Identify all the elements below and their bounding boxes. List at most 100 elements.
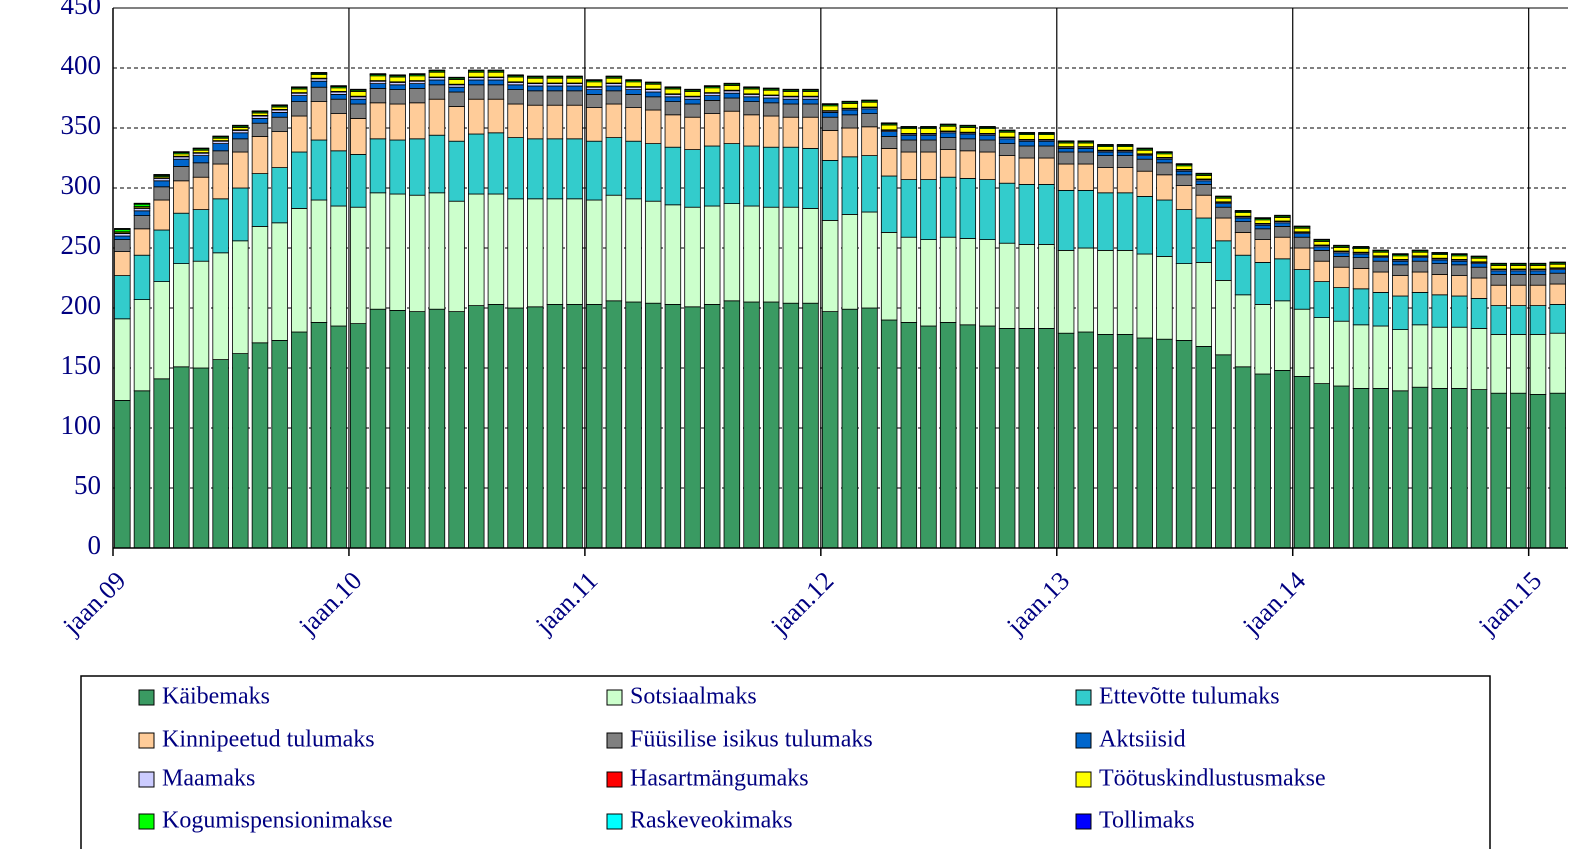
bar-segment	[684, 103, 701, 118]
bar-segment	[1116, 155, 1134, 169]
bar-segment	[782, 116, 800, 148]
bar-segment	[998, 131, 1016, 138]
bar-segment	[114, 239, 131, 253]
bar-segment	[1293, 375, 1311, 549]
bar-segment	[330, 85, 347, 87]
bar-segment	[192, 162, 210, 178]
bar-segment	[232, 138, 249, 153]
bar-segment	[1431, 273, 1448, 296]
bar-segment	[1451, 255, 1468, 260]
bar-segment	[605, 103, 623, 138]
bar-segment	[959, 324, 977, 549]
bar-segment	[998, 327, 1016, 549]
bar-segment	[1510, 284, 1527, 307]
bar-segment	[409, 194, 426, 312]
bar-segment	[998, 155, 1016, 184]
bar-segment	[1529, 305, 1547, 335]
bar-segment	[192, 209, 210, 262]
bar-segment	[1431, 263, 1448, 275]
bar-segment	[310, 139, 328, 201]
bar-segment	[959, 127, 977, 133]
bar-segment	[861, 113, 878, 128]
bar-segment	[1510, 264, 1527, 270]
bar-segment	[1431, 252, 1448, 254]
bar-segment	[841, 127, 859, 158]
bar-segment	[979, 139, 996, 153]
bar-segment	[841, 156, 859, 215]
bar-segment	[1293, 247, 1311, 271]
bar-segment	[1490, 264, 1507, 270]
bar-segment	[507, 137, 524, 200]
bar-segment	[1038, 243, 1055, 329]
bar-segment	[369, 75, 387, 82]
bar-segment	[153, 180, 170, 188]
bar-segment	[998, 242, 1016, 329]
bar-segment	[1254, 303, 1271, 375]
bar-segment	[1057, 142, 1075, 147]
bar-segment	[703, 95, 721, 101]
bar-segment	[310, 74, 328, 79]
bar-segment	[979, 179, 996, 241]
bar-segment	[1451, 264, 1468, 276]
bar-segment	[251, 173, 269, 227]
bar-segment	[153, 378, 170, 549]
bar-segment	[1529, 270, 1547, 275]
bar-segment	[585, 140, 603, 201]
bar-segment	[527, 104, 544, 140]
bar-segment	[1097, 192, 1114, 251]
bar-segment	[291, 88, 308, 93]
legend-swatch	[138, 771, 155, 788]
bar-segment	[1529, 273, 1547, 286]
bar-segment	[959, 177, 977, 239]
bar-segment	[1136, 155, 1153, 160]
bar-segment	[703, 85, 721, 87]
y-tick-label: 450	[61, 0, 102, 20]
bar-segment	[900, 179, 918, 238]
bar-segment	[743, 101, 760, 116]
bar-segment	[1333, 252, 1350, 257]
bar-segment	[1372, 257, 1389, 262]
bar-segment	[625, 301, 642, 549]
bar-segment	[428, 308, 446, 549]
bar-segment	[1215, 197, 1232, 203]
bar-segment	[1372, 387, 1389, 549]
bar-segment	[782, 91, 800, 97]
bar-segment	[133, 299, 151, 392]
bar-segment	[1510, 273, 1527, 286]
bar-segment	[114, 399, 131, 549]
bar-segment	[527, 90, 544, 106]
bar-segment	[251, 342, 269, 549]
bar-segment	[1333, 320, 1350, 387]
bar-segment	[1470, 389, 1488, 549]
bar-segment	[723, 203, 741, 302]
bar-segment	[939, 321, 957, 549]
bar-segment	[1490, 262, 1507, 265]
bar-segment	[310, 199, 328, 323]
legend-swatch	[1075, 732, 1092, 749]
bar-segment	[291, 86, 308, 88]
bar-segment	[939, 149, 957, 178]
bar-segment	[1234, 254, 1252, 296]
bar-segment	[1333, 287, 1350, 322]
bar-segment	[762, 89, 780, 96]
bar-segment	[1038, 157, 1055, 185]
bar-segment	[1057, 249, 1075, 334]
bar-segment	[743, 114, 760, 147]
bar-segment	[1195, 217, 1212, 263]
bar-segment	[684, 149, 701, 208]
bar-segment	[1510, 333, 1527, 394]
bar-segment	[350, 103, 367, 119]
bar-segment	[527, 77, 544, 84]
bar-segment	[939, 176, 957, 238]
bar-segment	[1451, 275, 1468, 297]
bar-segment	[1372, 291, 1389, 327]
bar-segment	[900, 321, 918, 549]
bar-segment	[1215, 195, 1232, 198]
bar-segment	[880, 175, 898, 233]
bar-segment	[1372, 260, 1389, 273]
bar-segment	[1254, 219, 1271, 224]
bar-segment	[389, 103, 406, 141]
bar-segment	[821, 103, 839, 105]
bar-segment	[723, 300, 741, 549]
bar-segment	[743, 205, 760, 303]
